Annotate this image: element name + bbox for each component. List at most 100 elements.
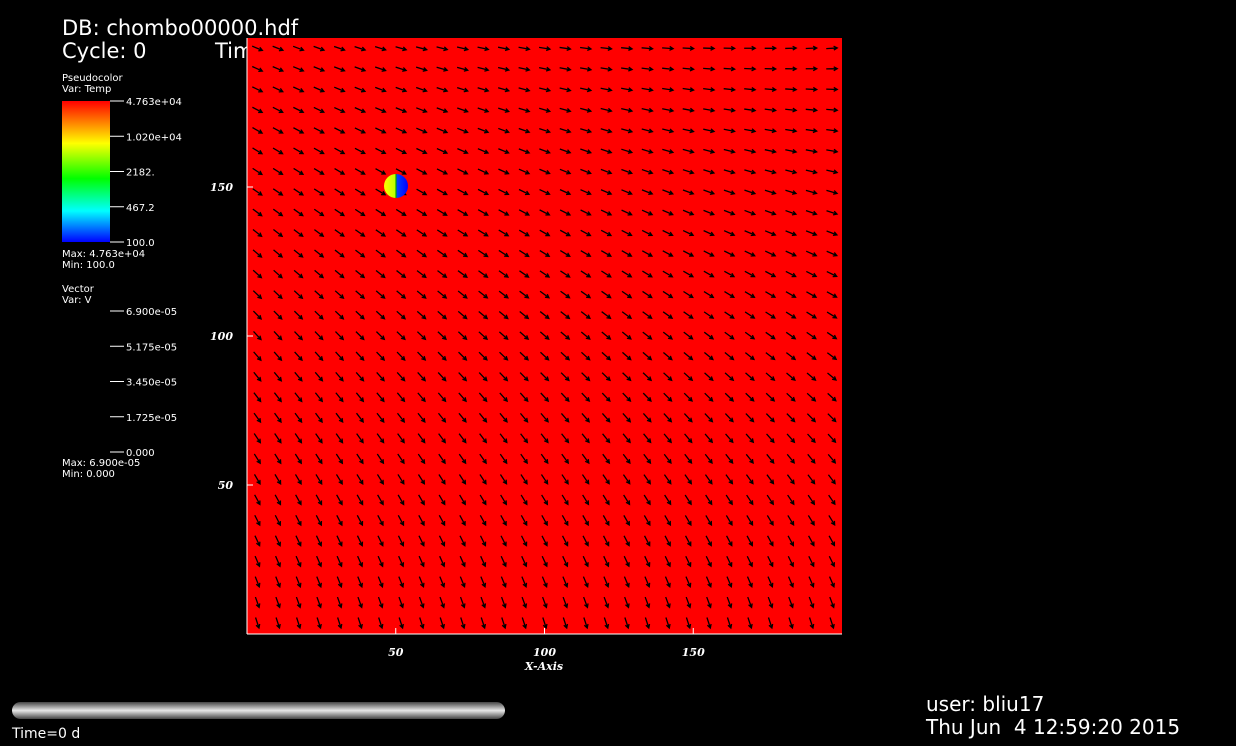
vector-arrow bbox=[725, 535, 733, 547]
vector-arrow bbox=[539, 311, 550, 320]
vector-arrow bbox=[582, 555, 589, 568]
vector-arrow bbox=[500, 596, 507, 609]
vector-arrow bbox=[541, 515, 548, 527]
vector-arrow bbox=[806, 413, 817, 423]
vector-arrow bbox=[703, 169, 716, 175]
vector-arrow bbox=[705, 576, 712, 589]
vector-arrow bbox=[583, 596, 589, 609]
vector-arrow bbox=[377, 494, 384, 506]
vector-arrow bbox=[376, 351, 386, 361]
vector-arrow bbox=[539, 290, 551, 299]
sphere bbox=[384, 174, 408, 198]
vector-arrow bbox=[274, 433, 282, 444]
vector-arrow bbox=[621, 331, 632, 340]
vector-arrow bbox=[416, 168, 428, 175]
vector-arrow bbox=[541, 555, 548, 568]
x-tick-label: 50 bbox=[388, 646, 404, 659]
vector-arrow bbox=[396, 412, 406, 423]
vector-arrow bbox=[644, 576, 651, 589]
vector-arrow bbox=[436, 66, 449, 72]
vector-arrow bbox=[477, 168, 490, 175]
vector-arrow bbox=[416, 270, 427, 279]
vector-arrow bbox=[292, 66, 305, 72]
vector-arrow bbox=[559, 229, 572, 237]
vector-arrow bbox=[357, 617, 363, 630]
vector-arrow bbox=[785, 189, 798, 195]
vector-arrow bbox=[417, 412, 426, 423]
vector-arrow bbox=[355, 392, 365, 403]
vector-arrow bbox=[559, 46, 572, 52]
vector-arrow bbox=[703, 66, 716, 72]
vector-arrow bbox=[521, 555, 528, 568]
vector-arrow bbox=[398, 555, 405, 568]
vector-arrow bbox=[706, 596, 712, 609]
vector-arrow bbox=[826, 45, 839, 51]
vector-arrow bbox=[723, 169, 736, 175]
vector-arrow bbox=[295, 535, 302, 547]
vector-arrow bbox=[724, 392, 735, 402]
vector-arrow bbox=[559, 87, 572, 93]
vector-arrow bbox=[436, 209, 448, 216]
vector-arrow bbox=[641, 66, 654, 72]
vector-arrow bbox=[662, 87, 675, 93]
vector-arrow bbox=[745, 392, 755, 402]
legend-var: Var: Temp bbox=[62, 84, 111, 95]
vector-arrow bbox=[313, 127, 325, 134]
vector-arrow bbox=[744, 250, 756, 257]
vector-arrow bbox=[274, 412, 282, 424]
vector-arrow bbox=[356, 535, 364, 547]
legend-label: 1.020e+04 bbox=[126, 132, 182, 143]
vector-arrow bbox=[602, 474, 610, 485]
vector-arrow bbox=[354, 188, 366, 196]
vector-arrow bbox=[808, 617, 815, 630]
x-tick-label: 100 bbox=[533, 646, 556, 659]
vector-arrow bbox=[767, 617, 774, 630]
vector-arrow bbox=[415, 46, 429, 52]
vector-arrow bbox=[520, 515, 528, 527]
vector-arrow bbox=[395, 168, 407, 175]
vector-arrow bbox=[600, 209, 613, 216]
vector-arrow bbox=[641, 45, 654, 51]
vector-arrow bbox=[336, 535, 343, 547]
vector-arrow bbox=[663, 413, 673, 423]
vector-arrow bbox=[622, 392, 632, 402]
vector-arrow bbox=[497, 66, 511, 72]
vector-arrow bbox=[580, 128, 593, 134]
vector-arrow bbox=[416, 208, 428, 216]
vector-arrow bbox=[437, 331, 447, 341]
vector-arrow bbox=[374, 86, 387, 93]
vector-arrow bbox=[316, 596, 322, 609]
vector-arrow bbox=[744, 148, 757, 154]
vector-arrow bbox=[764, 209, 777, 216]
vector-arrow bbox=[703, 87, 716, 93]
vector-arrow bbox=[539, 249, 551, 258]
vector-arrow bbox=[540, 453, 549, 465]
vector-arrow bbox=[662, 148, 675, 154]
vector-arrow bbox=[807, 453, 816, 464]
vector-arrow bbox=[478, 351, 488, 361]
vector-arrow bbox=[745, 372, 755, 382]
vector-arrow bbox=[499, 392, 509, 403]
vector-arrow bbox=[334, 229, 345, 237]
vector-arrow bbox=[397, 453, 405, 465]
vector-arrow bbox=[275, 617, 281, 630]
time-slider[interactable] bbox=[12, 702, 505, 719]
vector-arrow bbox=[764, 169, 777, 175]
vector-arrow bbox=[664, 515, 672, 527]
vector-arrow bbox=[744, 291, 756, 298]
vector-arrow bbox=[316, 555, 323, 568]
vector-arrow bbox=[601, 270, 612, 278]
vector-arrow bbox=[560, 331, 571, 340]
vector-arrow bbox=[622, 351, 632, 361]
vector-arrow bbox=[334, 269, 345, 279]
vector-arrow bbox=[601, 311, 612, 320]
vector-arrow bbox=[437, 372, 447, 382]
vector-arrow bbox=[826, 189, 839, 195]
vector-arrow bbox=[336, 514, 343, 527]
vector-arrow bbox=[643, 453, 652, 465]
vector-arrow bbox=[458, 392, 467, 403]
vector-arrow bbox=[765, 392, 776, 402]
vector-arrow bbox=[335, 351, 344, 362]
vector-arrow bbox=[622, 372, 632, 382]
vector-arrow bbox=[437, 351, 447, 361]
